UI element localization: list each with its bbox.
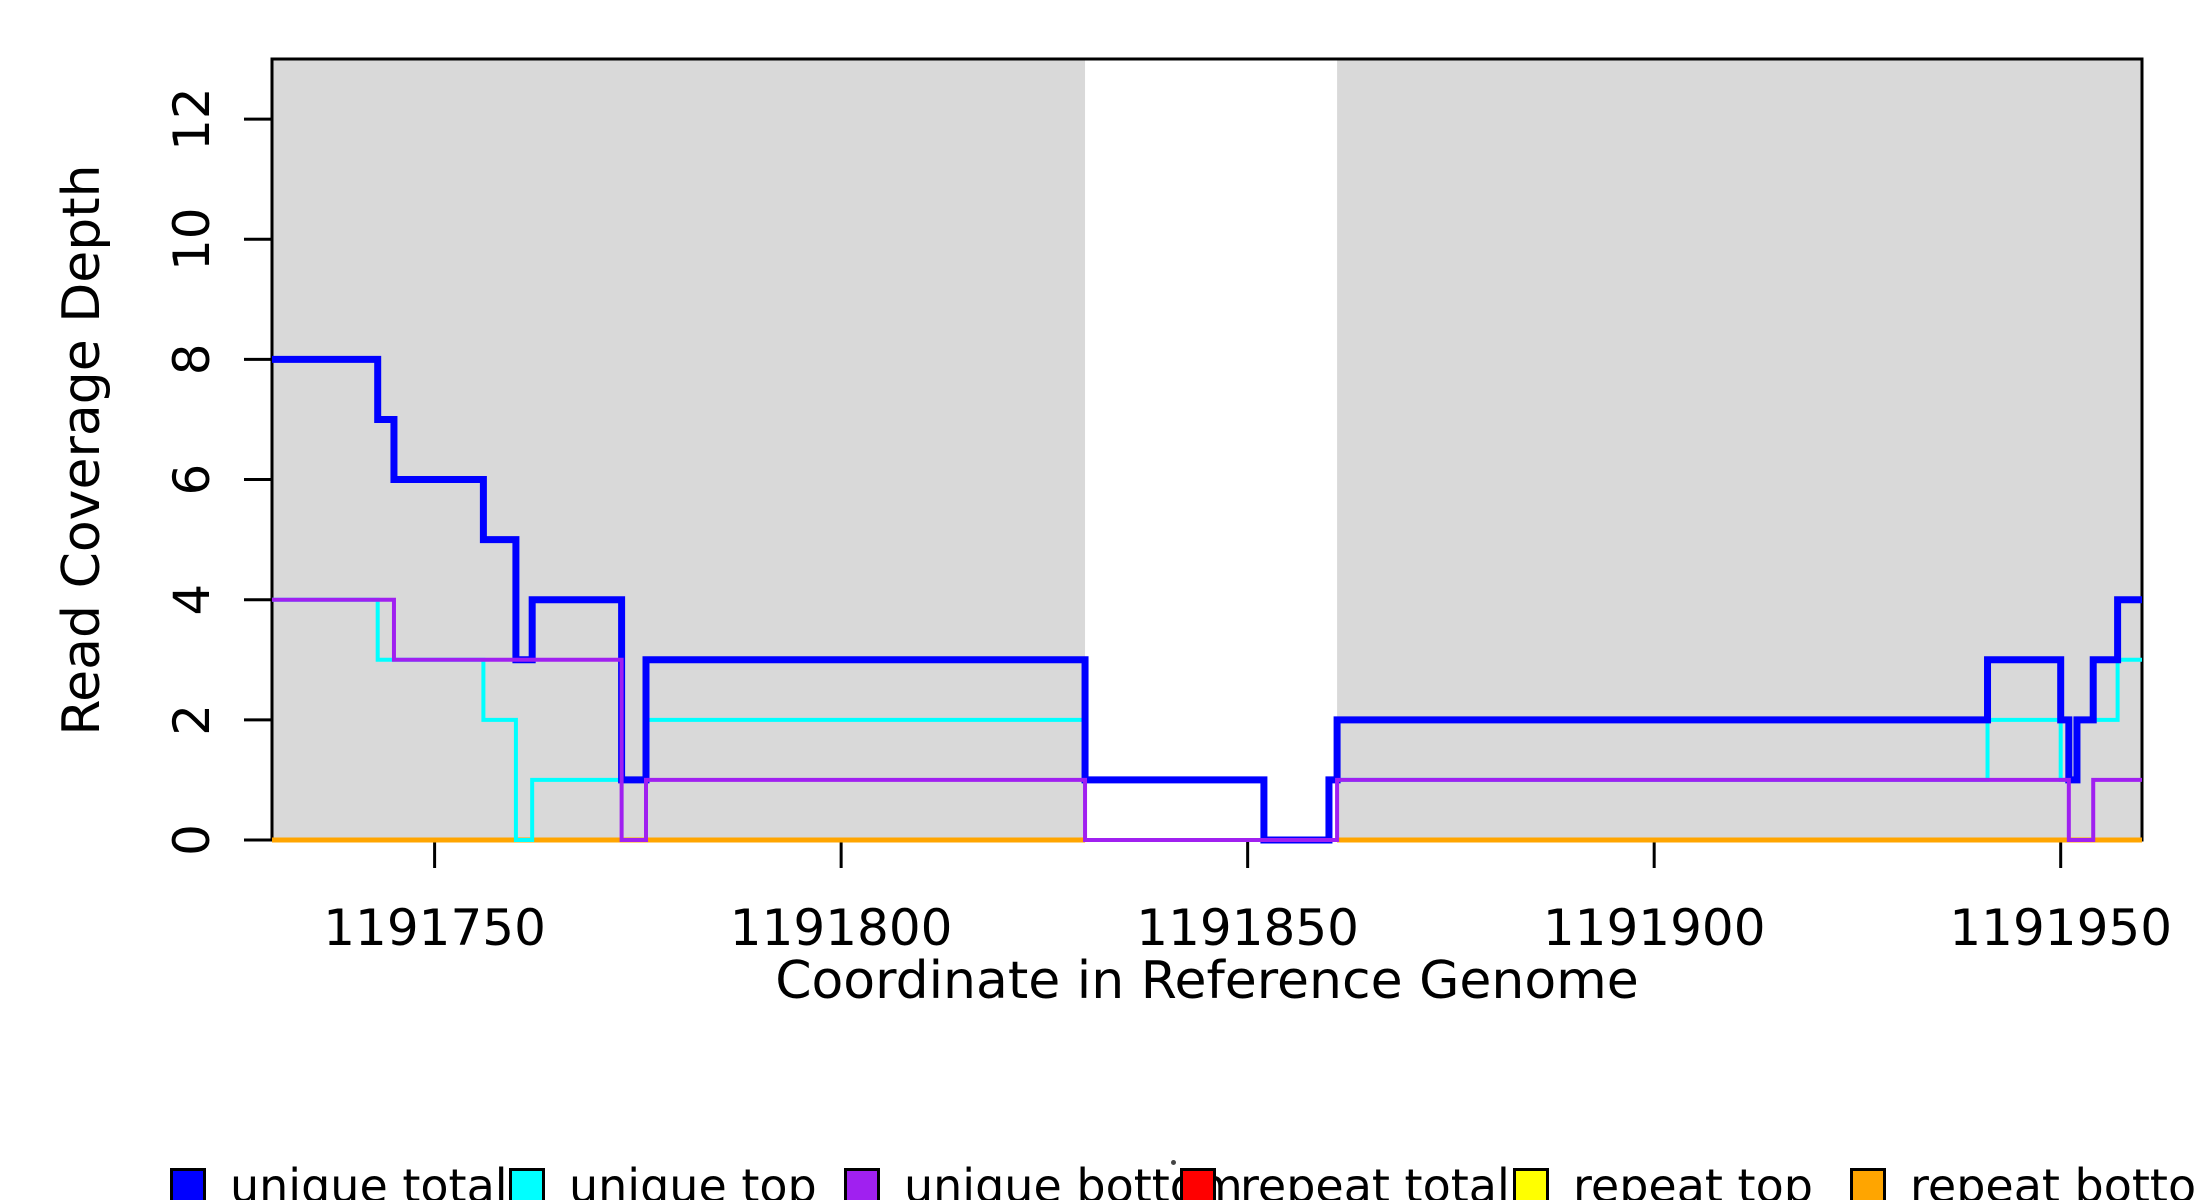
x-tick-label: 1191800 (730, 899, 953, 957)
y-tick-label: 2 (163, 704, 221, 736)
legend-label: unique total (230, 1159, 508, 1200)
legend-label: repeat total (1240, 1159, 1510, 1200)
x-tick-label: 1191950 (1949, 899, 2172, 957)
legend-item-repeat-bottom: repeat bottom (1850, 1158, 2200, 1200)
axis-layer: 1191750 1191800 1191850 1191900 1191950 0 2 4 6 8… (163, 57, 2172, 957)
stray-dot (1171, 1160, 1176, 1165)
legend: unique total unique top unique bottom re… (0, 1158, 2200, 1200)
legend-item-repeat-total: repeat total (1180, 1158, 1510, 1200)
x-tick-label: 1191750 (323, 899, 546, 957)
y-tick-label: 6 (163, 464, 221, 496)
x-tick-label: 1191850 (1136, 899, 1359, 957)
repeat-bottom-swatch-icon (1850, 1168, 1886, 1200)
repeat-top-swatch-icon (1513, 1168, 1549, 1200)
legend-label: unique top (569, 1159, 817, 1200)
legend-label: repeat top (1573, 1159, 1813, 1200)
repeat-total-swatch-icon (1180, 1168, 1216, 1200)
y-tick-label: 10 (163, 207, 221, 271)
legend-item-repeat-top: repeat top (1513, 1158, 1813, 1200)
unique-total-swatch-icon (170, 1168, 206, 1200)
unique-top-swatch-icon (509, 1168, 545, 1200)
y-tick-label: 0 (163, 824, 221, 856)
shaded-region (1337, 59, 2142, 840)
y-tick-label: 8 (163, 343, 221, 375)
shaded-region (272, 59, 1086, 840)
x-axis-title: Coordinate in Reference Genome (775, 951, 1639, 1011)
series-unique-total (272, 355, 2142, 844)
y-axis-title: Read Coverage Depth (52, 164, 112, 735)
series-layer (272, 355, 2142, 844)
unique-bottom-swatch-icon (844, 1168, 880, 1200)
y-tick-label: 4 (163, 584, 221, 616)
series-unique-bottom (272, 597, 2142, 842)
legend-item-unique-top: unique top (509, 1158, 817, 1200)
legend-label: repeat bottom (1910, 1159, 2200, 1200)
y-tick-label: 12 (163, 87, 221, 151)
legend-item-unique-total: unique total (170, 1158, 508, 1200)
shaded-regions-layer (272, 59, 2142, 840)
x-tick-label: 1191900 (1543, 899, 1766, 957)
